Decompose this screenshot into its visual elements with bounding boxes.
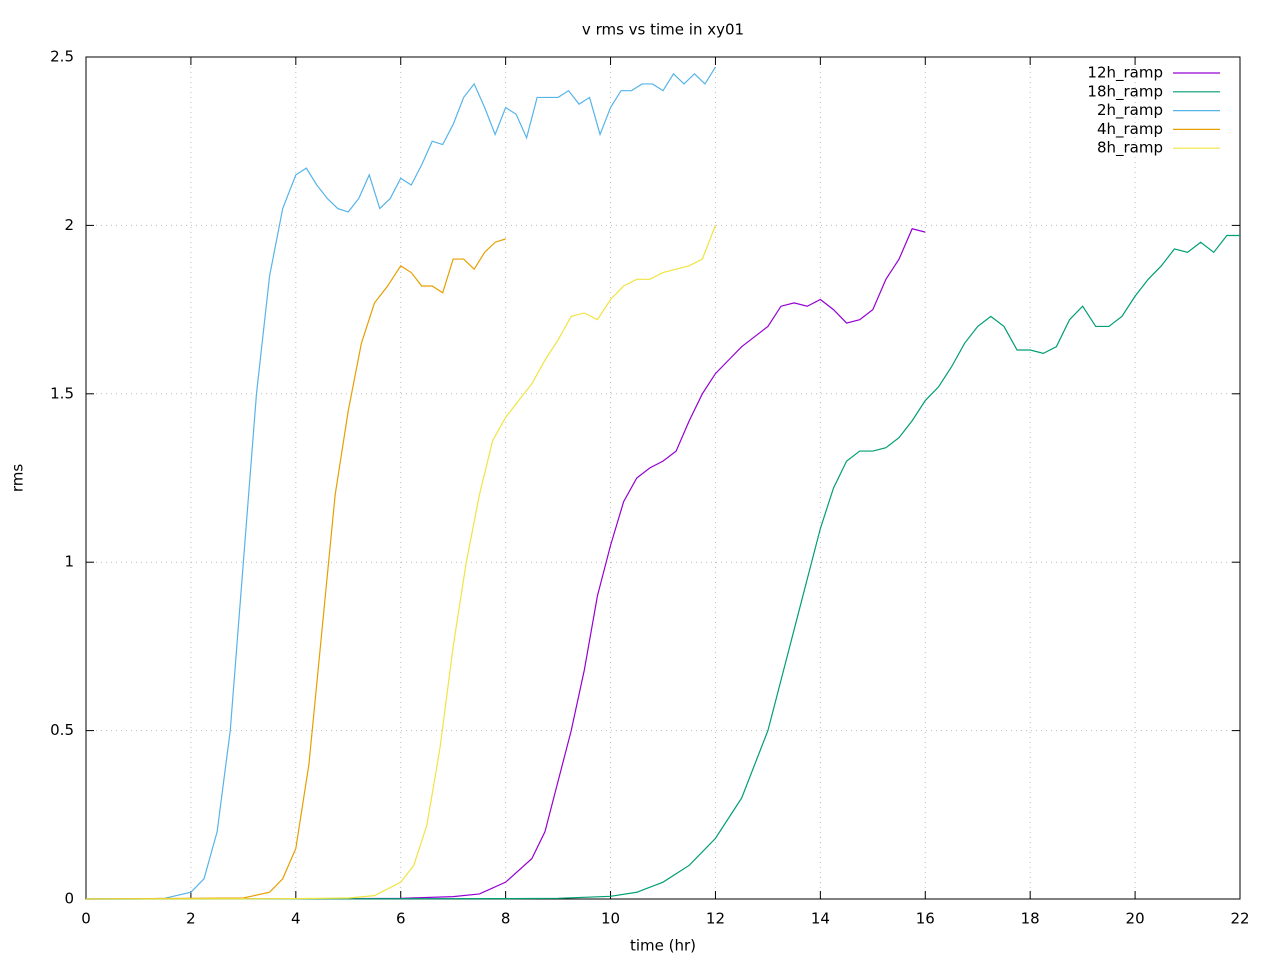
series-line [85, 228, 926, 900]
x-tick-label: 16 [916, 910, 935, 928]
y-tick-label: 1 [64, 553, 74, 571]
x-tick-label: 14 [811, 910, 830, 928]
x-tick-label: 22 [1230, 910, 1249, 928]
x-tick-label: 20 [1126, 910, 1145, 928]
x-tick-label: 2 [186, 910, 196, 928]
x-tick-label: 10 [601, 910, 620, 928]
series-line [85, 225, 717, 900]
chart-title: v rms vs time in xy01 [582, 21, 744, 39]
legend-label: 8h_ramp [1097, 139, 1163, 158]
legend-label: 12h_ramp [1087, 64, 1163, 83]
x-tick-label: 18 [1021, 910, 1040, 928]
x-tick-label: 6 [396, 910, 406, 928]
series-line [85, 238, 506, 900]
plot-frame [85, 56, 1241, 900]
series-line [86, 66, 716, 900]
x-tick-label: 8 [501, 910, 511, 928]
legend-label: 2h_ramp [1097, 101, 1163, 120]
y-tick-label: 1.5 [50, 384, 74, 402]
y-tick-label: 2.5 [50, 48, 74, 66]
series-line [85, 234, 1240, 900]
x-tick-label: 4 [291, 910, 301, 928]
x-axis-label: time (hr) [630, 937, 696, 955]
y-tick-label: 0 [64, 890, 74, 908]
legend-label: 4h_ramp [1097, 120, 1163, 139]
y-tick-label: 0.5 [50, 721, 74, 739]
x-tick-label: 0 [81, 910, 91, 928]
y-tick-label: 2 [64, 216, 74, 234]
y-axis-label: rms [9, 464, 27, 493]
legend-label: 18h_ramp [1087, 82, 1163, 101]
x-tick-label: 12 [706, 910, 725, 928]
